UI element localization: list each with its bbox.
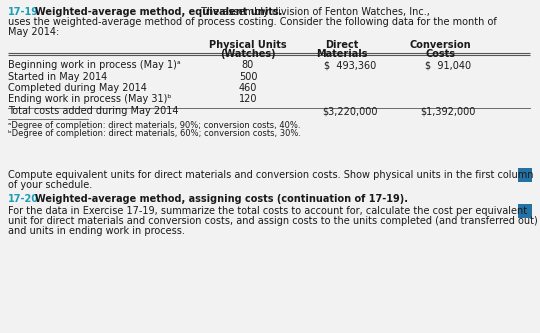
Text: 120: 120 (239, 95, 257, 105)
Text: Physical Units: Physical Units (209, 40, 287, 50)
Text: Weighted-average method, assigning costs (continuation of 17-19).: Weighted-average method, assigning costs… (35, 194, 408, 204)
Text: $  91,040: $ 91,040 (425, 60, 471, 70)
Text: 500: 500 (239, 72, 257, 82)
Text: $3,220,000: $3,220,000 (322, 106, 378, 116)
Text: Materials: Materials (316, 49, 368, 59)
Text: Conversion: Conversion (409, 40, 471, 50)
Text: (Watches): (Watches) (220, 49, 276, 59)
Text: Completed during May 2014: Completed during May 2014 (8, 83, 147, 93)
Text: and units in ending work in process.: and units in ending work in process. (8, 226, 185, 236)
Text: Compute equivalent units for direct materials and conversion costs. Show physica: Compute equivalent units for direct mate… (8, 170, 534, 180)
Text: The assembly division of Fenton Watches, Inc.,: The assembly division of Fenton Watches,… (198, 7, 430, 17)
Text: Direct: Direct (325, 40, 359, 50)
Text: For the data in Exercise 17-19, summarize the total costs to account for, calcul: For the data in Exercise 17-19, summariz… (8, 206, 527, 216)
Text: unit for direct materials and conversion costs, and assign costs to the units co: unit for direct materials and conversion… (8, 216, 538, 226)
Text: Weighted-average method, equivalent units.: Weighted-average method, equivalent unit… (35, 7, 282, 17)
Text: 17-19: 17-19 (8, 7, 39, 17)
Text: uses the weighted-average method of process costing. Consider the following data: uses the weighted-average method of proc… (8, 17, 497, 27)
Text: May 2014:: May 2014: (8, 27, 59, 37)
Text: 80: 80 (242, 60, 254, 70)
Text: $1,392,000: $1,392,000 (420, 106, 476, 116)
Bar (518, 168, 532, 182)
Text: ᵃDegree of completion: direct materials, 90%; conversion costs, 40%.: ᵃDegree of completion: direct materials,… (8, 121, 300, 130)
Text: 460: 460 (239, 83, 257, 93)
Text: Total costs added during May 2014: Total costs added during May 2014 (8, 106, 179, 116)
Text: $  493,360: $ 493,360 (324, 60, 376, 70)
Text: Costs: Costs (425, 49, 455, 59)
Text: Started in May 2014: Started in May 2014 (8, 72, 107, 82)
Text: 17-20: 17-20 (8, 194, 39, 204)
Bar (518, 204, 532, 218)
Text: Ending work in process (May 31)ᵇ: Ending work in process (May 31)ᵇ (8, 95, 172, 105)
Text: ᵇDegree of completion: direct materials, 60%; conversion costs, 30%.: ᵇDegree of completion: direct materials,… (8, 129, 301, 138)
Text: of your schedule.: of your schedule. (8, 180, 92, 190)
Text: Beginning work in process (May 1)ᵃ: Beginning work in process (May 1)ᵃ (8, 60, 180, 70)
